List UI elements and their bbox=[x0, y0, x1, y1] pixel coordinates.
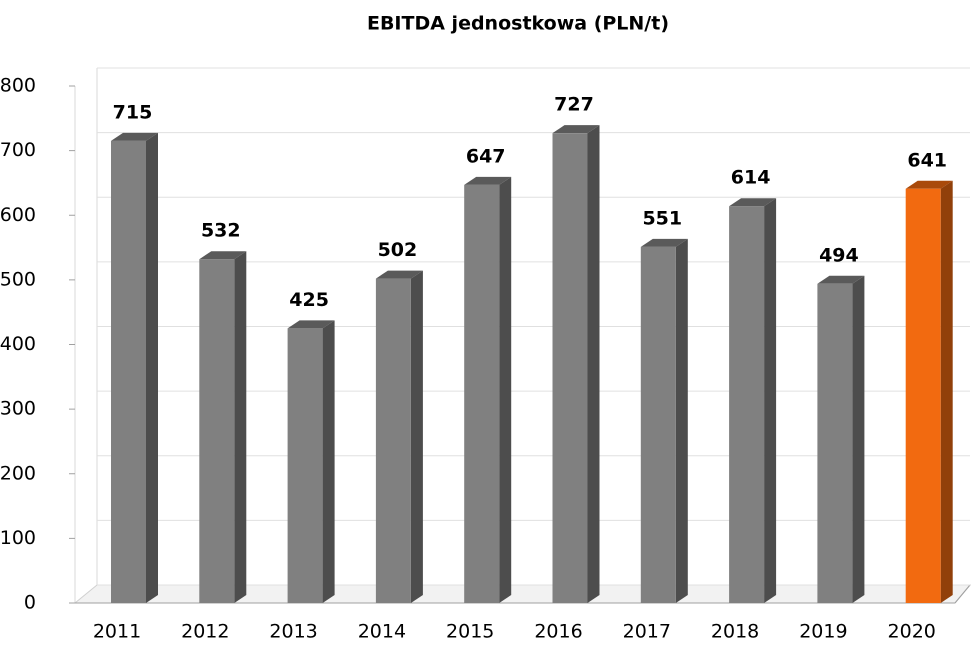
value-label: 614 bbox=[731, 167, 771, 189]
bar-top bbox=[199, 251, 247, 260]
bar bbox=[552, 125, 600, 604]
x-tick-label: 2017 bbox=[623, 621, 671, 643]
value-label: 641 bbox=[907, 149, 947, 171]
bar-front bbox=[199, 259, 235, 603]
y-tick-label: 0 bbox=[24, 592, 36, 614]
value-label: 551 bbox=[642, 207, 682, 229]
bar-front bbox=[817, 283, 853, 603]
y-tick-label: 600 bbox=[0, 204, 36, 226]
bar bbox=[375, 270, 423, 603]
value-label: 647 bbox=[466, 145, 506, 167]
bar-front bbox=[640, 246, 676, 603]
x-tick-label: 2018 bbox=[711, 621, 759, 643]
bar-top bbox=[729, 198, 777, 207]
x-tick-label: 2013 bbox=[269, 621, 317, 643]
bar-side bbox=[587, 125, 600, 604]
x-tick-label: 2016 bbox=[534, 621, 582, 643]
y-tick-label: 100 bbox=[0, 527, 36, 549]
bar-top bbox=[552, 125, 600, 134]
bar-front bbox=[552, 133, 588, 603]
bar-front bbox=[287, 328, 323, 603]
y-tick-label: 300 bbox=[0, 398, 36, 420]
bar-front bbox=[905, 188, 941, 603]
x-tick-label: 2020 bbox=[888, 621, 936, 643]
x-tick-label: 2019 bbox=[799, 621, 847, 643]
x-tick-label: 2014 bbox=[358, 621, 406, 643]
x-tick-label: 2011 bbox=[93, 621, 141, 643]
bar-front bbox=[111, 140, 146, 603]
bar-front bbox=[464, 184, 500, 603]
value-label: 425 bbox=[289, 289, 329, 311]
bar-side bbox=[675, 238, 688, 603]
value-label: 502 bbox=[378, 239, 418, 261]
bar-top bbox=[640, 238, 688, 247]
bar bbox=[464, 176, 512, 603]
bar-side bbox=[410, 270, 423, 603]
bar-side bbox=[146, 132, 158, 603]
y-tick-label: 400 bbox=[0, 333, 36, 355]
bar-side bbox=[499, 176, 512, 603]
bar-top bbox=[905, 180, 953, 189]
bar-side bbox=[764, 198, 777, 603]
bar bbox=[905, 180, 953, 603]
bar bbox=[640, 238, 688, 603]
bar-side bbox=[940, 180, 953, 603]
bar bbox=[287, 320, 335, 603]
bar-side bbox=[234, 251, 247, 603]
bar-side bbox=[852, 275, 865, 603]
value-label: 727 bbox=[554, 94, 594, 116]
x-tick-label: 2012 bbox=[181, 621, 229, 643]
bar bbox=[199, 251, 247, 603]
bar-front bbox=[375, 278, 411, 603]
floor-side bbox=[954, 584, 971, 604]
bar-top bbox=[287, 320, 335, 329]
value-label: 494 bbox=[819, 244, 859, 266]
y-tick-label: 500 bbox=[0, 268, 36, 290]
value-label: 532 bbox=[201, 220, 241, 242]
y-tick-label: 700 bbox=[0, 139, 36, 161]
bar-top bbox=[464, 176, 512, 185]
bar-side bbox=[322, 320, 335, 603]
bar-top bbox=[111, 132, 158, 141]
chart-title: EBITDA jednostkowa (PLN/t) bbox=[367, 13, 669, 35]
bar bbox=[111, 132, 158, 603]
bar bbox=[729, 198, 777, 603]
y-tick-label: 800 bbox=[0, 75, 36, 97]
y-tick-label: 200 bbox=[0, 462, 36, 484]
value-label: 715 bbox=[113, 101, 153, 123]
x-tick-label: 2015 bbox=[446, 621, 494, 643]
bar bbox=[817, 275, 865, 603]
bar-top bbox=[375, 270, 423, 279]
bar-front bbox=[729, 206, 765, 603]
bar-top bbox=[817, 275, 865, 284]
